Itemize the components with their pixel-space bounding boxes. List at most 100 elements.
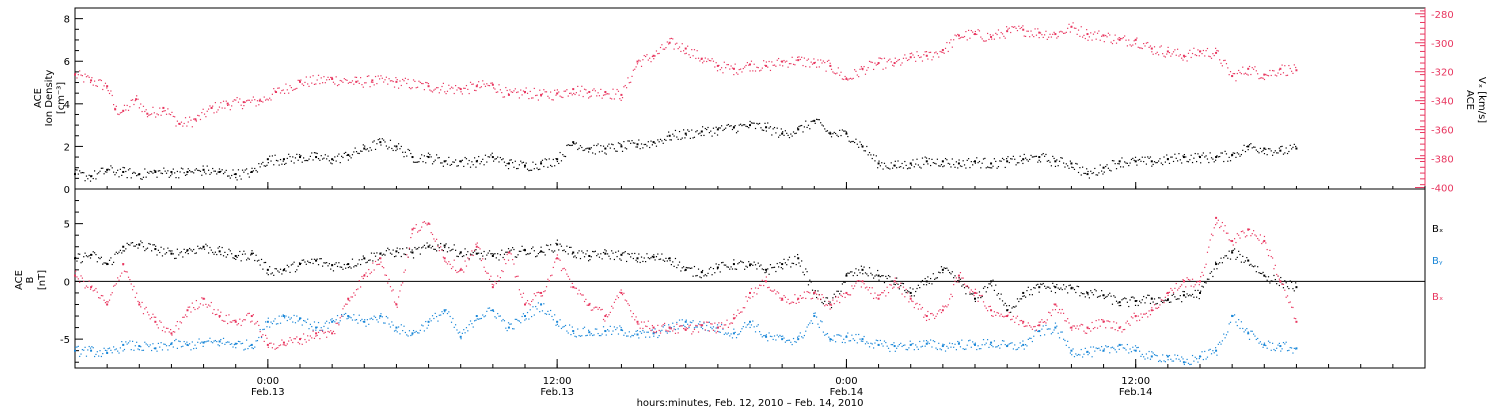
bz-sample: [1217, 219, 1219, 221]
density-sample: [1286, 152, 1289, 155]
bz-sample: [677, 332, 679, 334]
by-sample: [1185, 361, 1187, 363]
legend-by: Bᵧ: [1432, 256, 1443, 267]
density-sample: [607, 145, 609, 147]
bz-sample: [370, 271, 373, 273]
vx-sample: [716, 70, 719, 72]
by-sample: [99, 350, 101, 352]
bx-sample: [1227, 257, 1229, 259]
bz-sample: [431, 233, 434, 236]
vx-sample: [1033, 36, 1035, 38]
vx-sample: [1234, 73, 1236, 75]
bx-sample: [898, 288, 900, 290]
by-sample: [441, 311, 443, 313]
density-sample: [923, 163, 925, 166]
bz-sample: [290, 339, 292, 341]
density-sample: [647, 141, 649, 143]
vx-sample: [316, 79, 318, 81]
by-sample: [1269, 341, 1271, 344]
bz-sample: [864, 287, 867, 289]
by-sample: [664, 324, 666, 326]
by-sample: [727, 332, 729, 334]
by-sample: [769, 335, 772, 337]
vx-sample: [741, 71, 743, 73]
bz-sample: [1273, 268, 1275, 270]
bx-sample: [882, 275, 884, 277]
density-sample: [1232, 152, 1234, 154]
by-sample: [201, 341, 203, 343]
density-sample: [1113, 160, 1115, 162]
bx-sample: [437, 244, 439, 246]
by-sample: [715, 327, 717, 329]
density-sample: [1168, 162, 1171, 164]
by-sample: [719, 331, 721, 333]
bx-sample: [691, 267, 693, 269]
density-sample: [985, 167, 987, 169]
bx-sample: [1056, 283, 1058, 286]
vx-sample: [704, 57, 706, 59]
by-sample: [172, 346, 174, 348]
by-sample: [993, 340, 995, 342]
density-point: [74, 173, 76, 176]
density-sample: [341, 155, 343, 157]
by-sample: [98, 355, 100, 357]
by-sample: [684, 325, 686, 328]
bx-sample: [939, 272, 941, 274]
by-sample: [1103, 348, 1105, 350]
bz-sample: [809, 292, 811, 294]
by-sample: [478, 318, 480, 320]
density-sample: [934, 162, 936, 164]
density-sample: [1029, 158, 1031, 161]
bz-sample: [833, 303, 835, 305]
by-sample: [256, 339, 259, 342]
bx-sample: [822, 303, 824, 305]
bz-sample: [282, 344, 284, 346]
vx-point: [813, 62, 816, 65]
density-point: [491, 156, 494, 159]
vx-sample: [987, 32, 989, 35]
density-sample: [209, 173, 211, 175]
vx-sample: [911, 52, 913, 54]
vx-sample: [328, 78, 330, 81]
bx-sample: [377, 259, 379, 261]
by-sample: [822, 331, 824, 333]
bz-sample: [202, 304, 204, 306]
vx-point: [652, 54, 655, 57]
density-sample: [369, 147, 371, 149]
bz-sample: [76, 276, 78, 278]
bz-sample: [627, 303, 629, 305]
vx-sample: [726, 63, 728, 66]
vx-sample: [1219, 59, 1221, 61]
by-sample: [1227, 331, 1229, 333]
by-sample: [494, 316, 496, 318]
bz-sample: [1115, 322, 1118, 324]
density-sample: [805, 120, 807, 122]
bz-sample: [1235, 241, 1237, 244]
by-sample: [767, 340, 769, 342]
density-sample: [107, 168, 109, 170]
bz-sample: [890, 284, 892, 286]
bz-sample: [180, 322, 183, 324]
density-sample: [1220, 152, 1222, 154]
vx-sample: [133, 103, 135, 106]
bz-sample: [1012, 315, 1014, 318]
bz-sample: [96, 291, 98, 293]
by-sample: [1213, 352, 1215, 354]
vx-sample: [145, 109, 147, 111]
bx-sample: [220, 253, 222, 256]
by-sample: [354, 319, 356, 321]
by-sample: [1037, 330, 1039, 333]
bx-sample: [212, 251, 214, 254]
density-sample: [613, 148, 615, 150]
density-sample: [98, 172, 100, 174]
by-sample: [541, 310, 544, 312]
bz-sample: [388, 278, 390, 281]
density-sample: [1003, 158, 1005, 161]
by-sample: [445, 309, 447, 311]
vx-sample: [1193, 47, 1195, 49]
vx-sample: [953, 39, 955, 41]
vx-point: [135, 98, 138, 101]
bz-sample: [1236, 233, 1238, 235]
vx-sample: [218, 106, 221, 108]
density-sample: [345, 151, 347, 154]
